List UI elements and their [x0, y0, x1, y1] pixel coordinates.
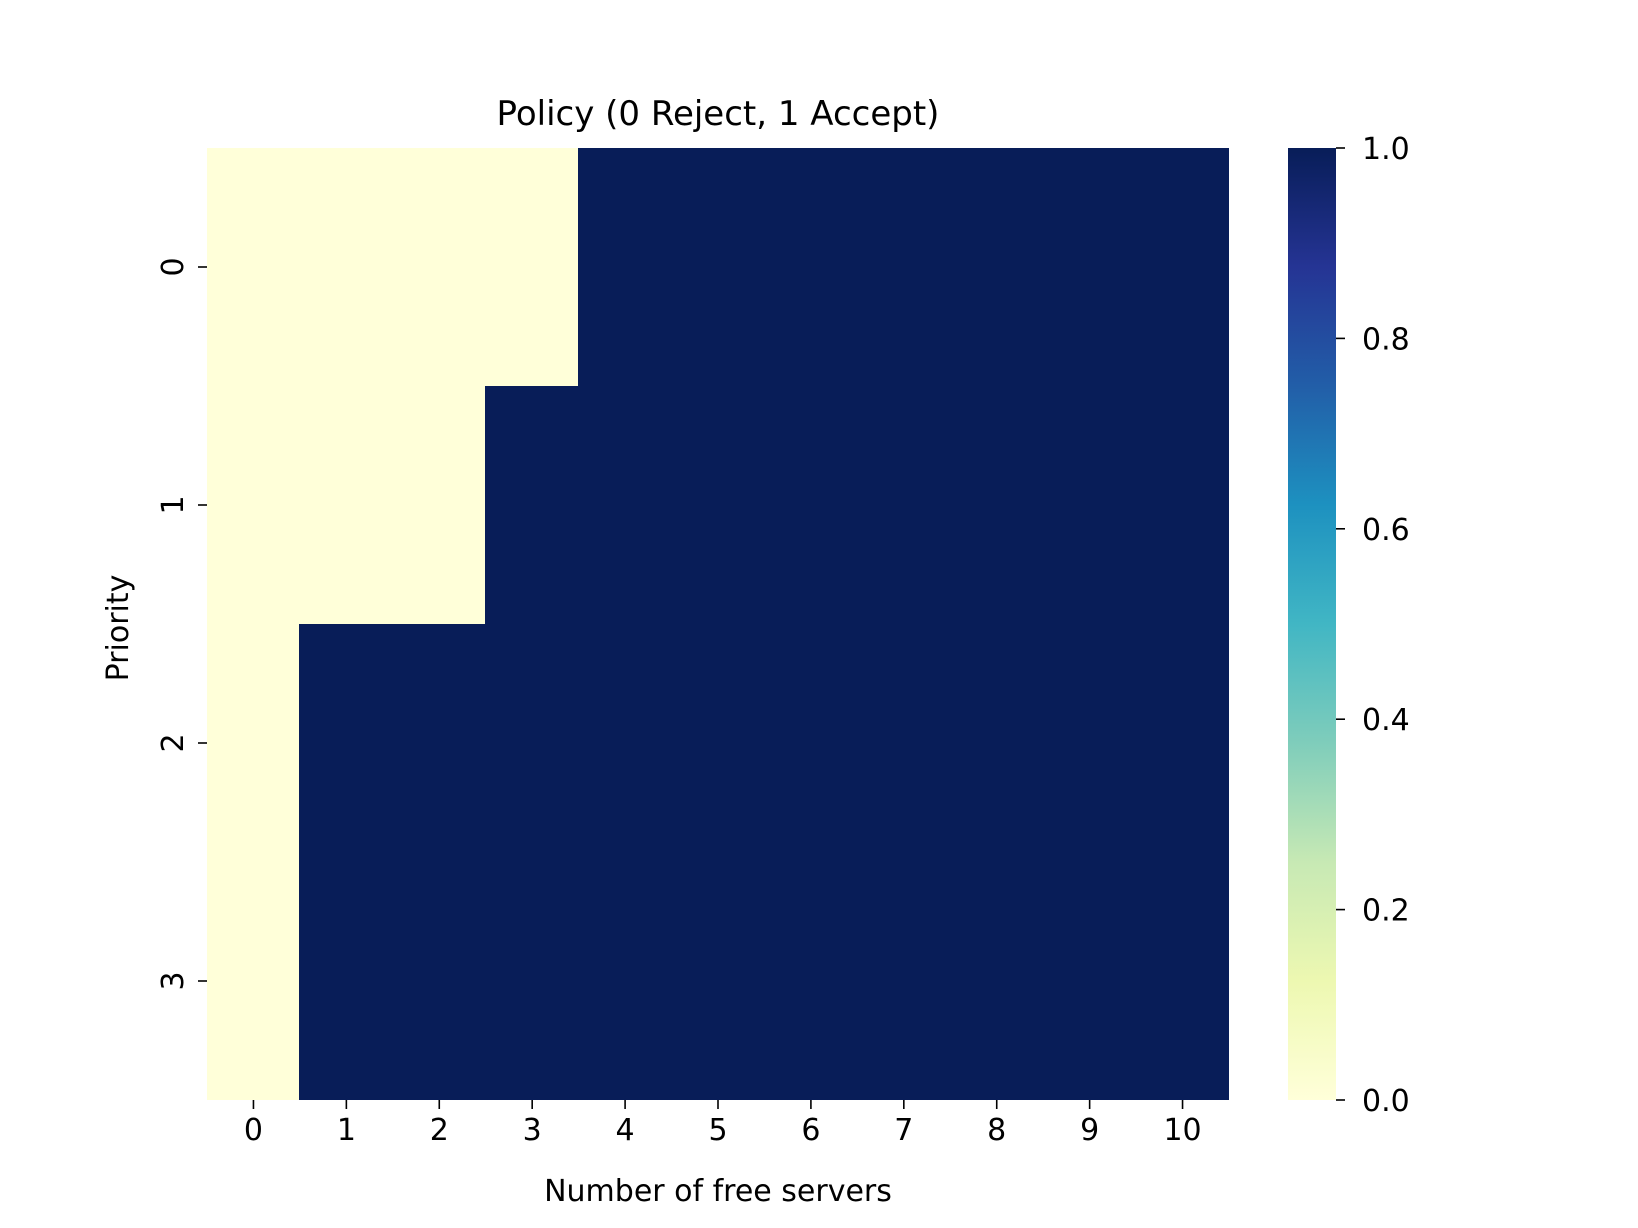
heatmap-cell: [207, 148, 300, 386]
chart-title: Policy (0 Reject, 1 Accept): [497, 94, 940, 134]
y-tick-label: 0: [156, 257, 191, 276]
colorbar-gradient: [1288, 148, 1336, 1100]
heatmap-cell: [299, 386, 393, 624]
heatmap-cell: [299, 148, 393, 386]
x-tick-label: 7: [894, 1113, 913, 1148]
x-axis-label: Number of free servers: [544, 1174, 892, 1209]
heatmap-cell: [1043, 148, 1137, 386]
heatmap-cell: [578, 624, 672, 862]
heatmap-cell: [764, 386, 858, 624]
heatmap-cell: [671, 386, 765, 624]
x-axis: 0 1 2 3 4 5 6 7 8 9 10: [244, 1100, 1202, 1148]
heatmap-cell: [578, 148, 672, 386]
y-tick-label: 2: [156, 733, 191, 752]
heatmap-cells: [207, 148, 1229, 1100]
x-tick-label: 0: [244, 1113, 263, 1148]
heatmap-cell: [857, 624, 951, 862]
heatmap-cell: [392, 624, 486, 862]
x-tick-label: 2: [430, 1113, 449, 1148]
heatmap-cell: [207, 386, 300, 624]
heatmap-cell: [671, 862, 765, 1100]
heatmap-cell: [1136, 148, 1229, 386]
x-tick-label: 3: [523, 1113, 542, 1148]
heatmap-cell: [671, 148, 765, 386]
heatmap-cell: [764, 624, 858, 862]
y-tick-label: 3: [156, 971, 191, 990]
heatmap-cell: [1136, 624, 1229, 862]
heatmap-cell: [764, 862, 858, 1100]
heatmap-cell: [950, 624, 1044, 862]
colorbar-tick-label: 0.4: [1362, 703, 1410, 738]
heatmap-cell: [485, 386, 579, 624]
y-tick-label: 1: [156, 495, 191, 514]
heatmap-cell: [1136, 386, 1229, 624]
y-axis: 0 1 2 3: [156, 257, 207, 991]
colorbar-tick-label: 0.8: [1362, 322, 1410, 357]
colorbar-tick-label: 0.2: [1362, 894, 1410, 929]
heatmap-cell: [950, 386, 1044, 624]
heatmap-cell: [950, 862, 1044, 1100]
heatmap-cell: [392, 386, 486, 624]
heatmap-cell: [299, 862, 393, 1100]
x-tick-label: 10: [1163, 1113, 1201, 1148]
heatmap-cell: [392, 862, 486, 1100]
x-tick-label: 6: [801, 1113, 820, 1148]
colorbar-tick-label: 0.0: [1362, 1084, 1410, 1119]
heatmap-cell: [857, 862, 951, 1100]
heatmap-cell: [299, 624, 393, 862]
colorbar-tick-label: 1.0: [1362, 132, 1410, 167]
x-tick-label: 9: [1080, 1113, 1099, 1148]
colorbar-tick-label: 0.6: [1362, 513, 1410, 548]
heatmap-cell: [578, 862, 672, 1100]
heatmap-cell: [578, 386, 672, 624]
heatmap-cell: [485, 624, 579, 862]
heatmap-cell: [764, 148, 858, 386]
heatmap-cell: [1136, 862, 1229, 1100]
heatmap-cell: [392, 148, 486, 386]
heatmap-cell: [1043, 862, 1137, 1100]
heatmap-cell: [857, 148, 951, 386]
x-tick-label: 8: [987, 1113, 1006, 1148]
heatmap-cell: [950, 148, 1044, 386]
x-tick-label: 5: [708, 1113, 727, 1148]
x-tick-label: 1: [337, 1113, 356, 1148]
heatmap-cell: [207, 862, 300, 1100]
heatmap-cell: [207, 624, 300, 862]
heatmap-cell: [1043, 624, 1137, 862]
heatmap-cell: [485, 148, 579, 386]
heatmap-cell: [671, 624, 765, 862]
heatmap-cell: [1043, 386, 1137, 624]
colorbar: 0.0 0.2 0.4 0.6 0.8 1.0: [1288, 132, 1410, 1119]
heatmap-cell: [857, 386, 951, 624]
heatmap-cell: [485, 862, 579, 1100]
y-axis-label: Priority: [101, 575, 136, 682]
x-tick-label: 4: [616, 1113, 635, 1148]
